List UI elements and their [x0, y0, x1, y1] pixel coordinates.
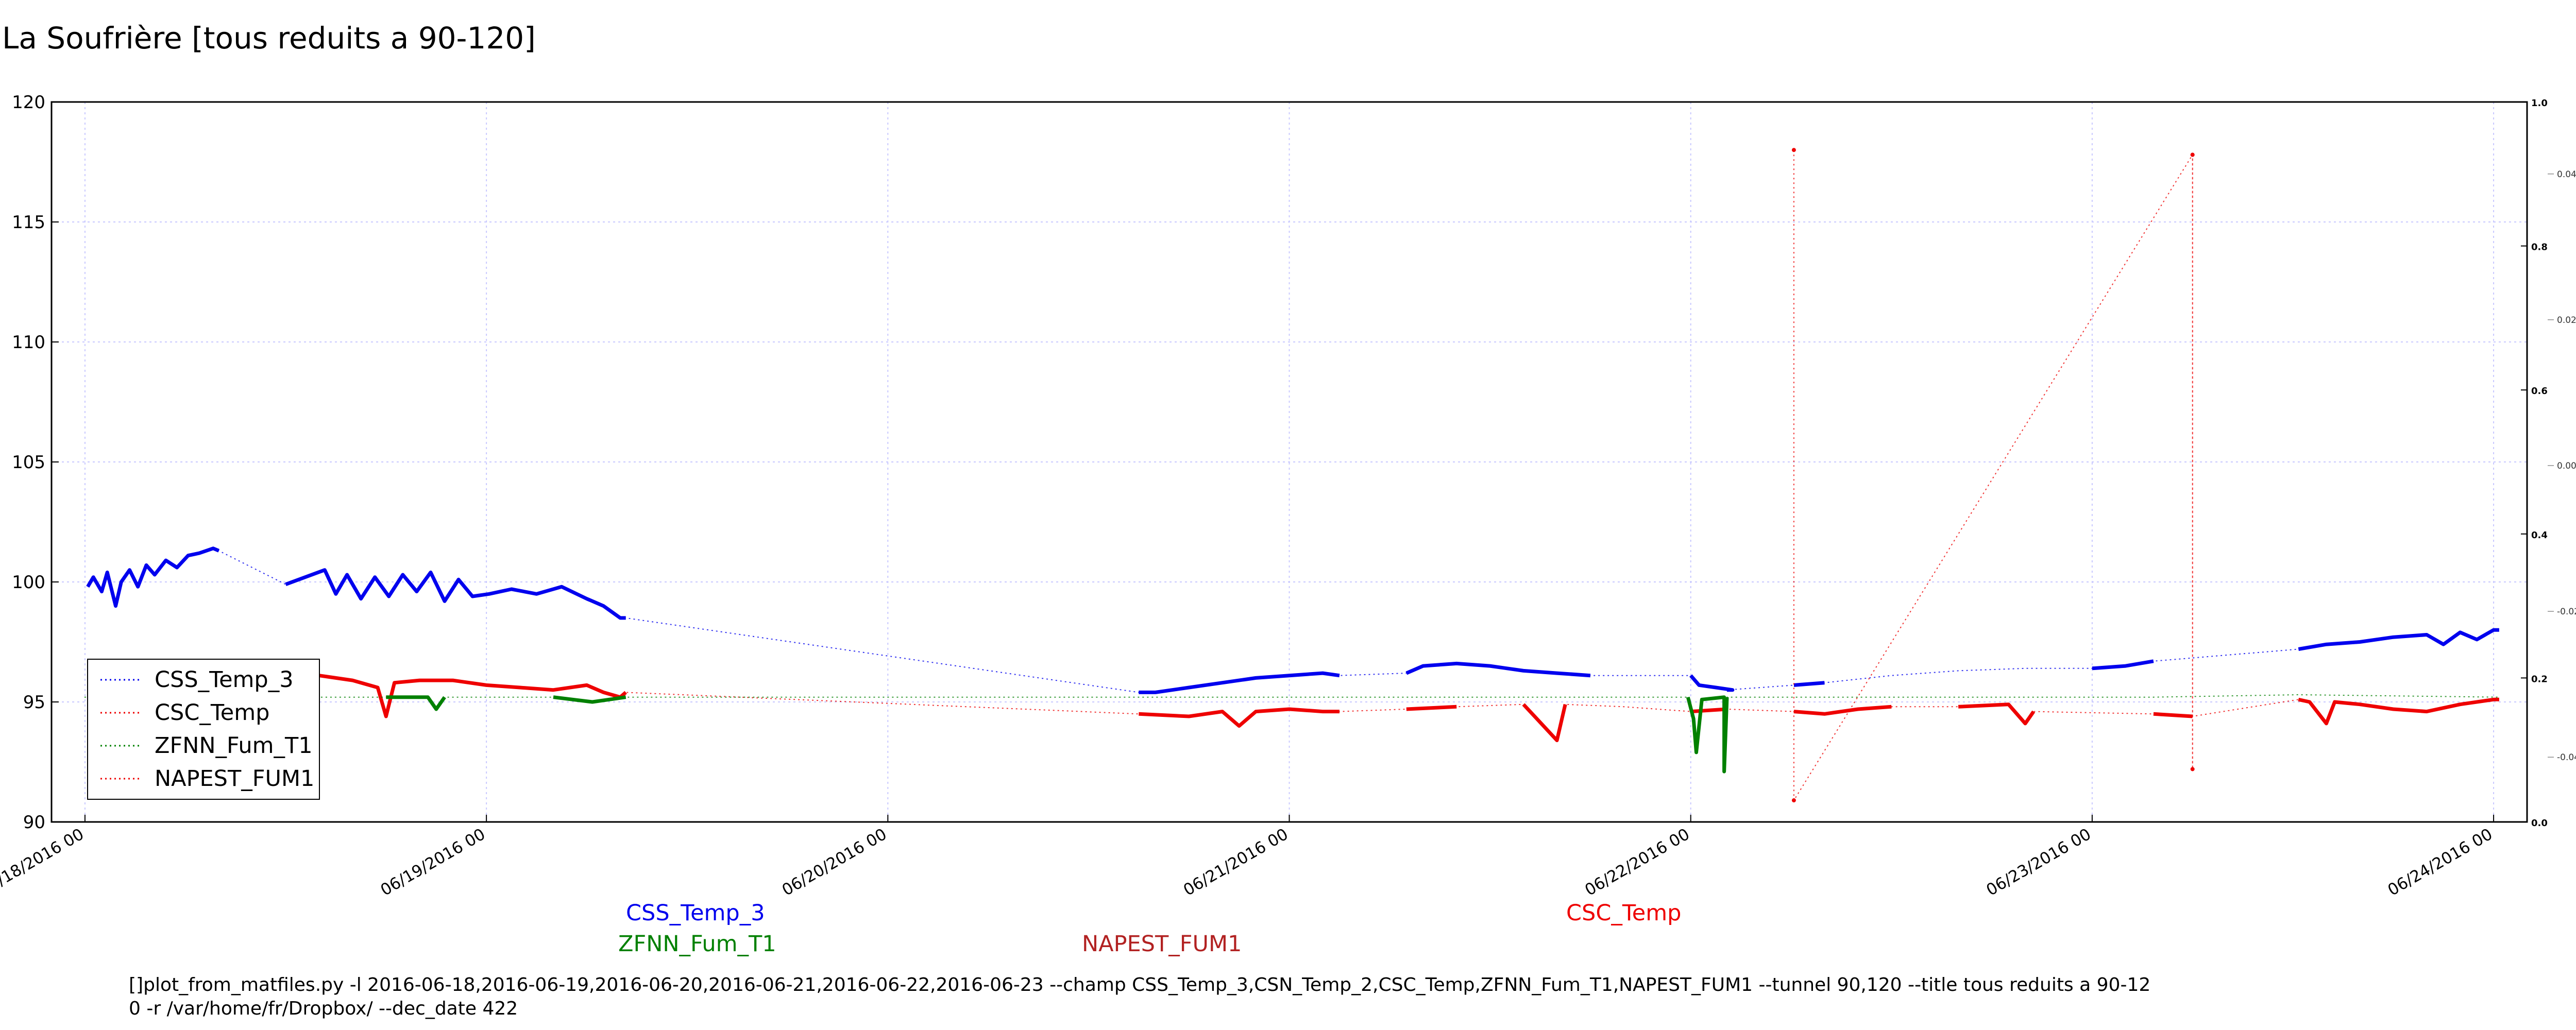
series-line-css_temp_3	[2092, 659, 2154, 671]
series-line-csc_temp	[1522, 703, 1567, 743]
x-tick-label: 06/23/2016 00	[1983, 825, 2094, 900]
series-line-css_temp_3	[1139, 671, 1340, 694]
y2-tick-label: 0.8	[2531, 242, 2548, 253]
y-tick-label: 115	[12, 212, 45, 233]
label-zfnn-fum-t1: ZFNN_Fum_T1	[618, 931, 776, 957]
series-line-csc_temp	[1690, 707, 1727, 714]
x-axis: 06/18/2016 00 06/19/2016 00 06/20/2016 00 0…	[0, 815, 2496, 900]
series-lines	[84, 148, 2499, 803]
x-tick-label: 06/18/2016 00	[0, 825, 87, 900]
series-connector-css_temp_3	[87, 547, 2499, 693]
series-line-csc_temp	[2153, 712, 2193, 718]
y2-inner-tick-label: 0.00	[2557, 461, 2576, 471]
y-tick-label: 90	[23, 812, 45, 833]
series-line-css_temp_3	[1793, 681, 1825, 687]
footer-line-2: 0 -r /var/home/fr/Dropbox/ --dec_date 42…	[129, 998, 518, 1019]
legend-label: NAPEST_FUM1	[155, 766, 314, 792]
y2-tick-label: 0.4	[2531, 530, 2548, 541]
legend-label: CSS_Temp_3	[155, 667, 294, 693]
footer-line-1: []plot_from_matfiles.py -l 2016-06-18,20…	[129, 974, 2151, 995]
chart-title: La Soufrière [tous reduits a 90-120]	[2, 21, 536, 56]
chart-area: 90 95 100 105 110 115 120 06/18/2016 00 06/19/2…	[0, 92, 2576, 900]
legend-label: ZFNN_Fum_T1	[155, 733, 313, 759]
x-tick-label: 06/20/2016 00	[779, 825, 890, 900]
y2-tick-label: 0.6	[2531, 386, 2548, 397]
label-napest-fum1: NAPEST_FUM1	[1082, 931, 1242, 957]
series-line-csc_temp	[1958, 702, 2036, 726]
x-tick-label: 06/22/2016 00	[1582, 825, 1692, 900]
secondary-axes: 0.0 0.2 0.4 0.6 0.8 1.0 -0.04 -0.02 0.00 0.02 0.04	[2521, 98, 2576, 829]
y2-tick-label: 0.2	[2531, 674, 2548, 684]
series-line-csc_temp	[1139, 707, 1340, 728]
legend: CSS_Temp_3 CSC_Temp ZFNN_Fum_T1 NAPEST_FUM1	[87, 659, 320, 800]
x-tick-label: 06/21/2016 00	[1180, 825, 1291, 900]
y2-inner-tick-label: 0.02	[2557, 315, 2576, 325]
legend-box	[87, 659, 320, 800]
napest-point	[2190, 767, 2195, 771]
series-connector-napest_fum1	[1793, 150, 2193, 802]
napest-point	[2190, 152, 2195, 157]
x-tick-label: 06/24/2016 00	[2385, 825, 2496, 900]
series-line-zfnn_fum_t1	[1686, 695, 1729, 774]
series-line-zfnn_fum_t1	[386, 695, 446, 711]
y-tick-label: 105	[12, 452, 45, 473]
series-connector-zfnn_fum_t1	[84, 694, 2499, 772]
y2-tick-label: 0.0	[2531, 818, 2548, 829]
series-line-csc_temp	[1406, 705, 1457, 711]
series-line-csc_temp	[1793, 705, 1892, 716]
y-tick-label: 95	[23, 692, 45, 713]
series-line-css_temp_3	[285, 568, 626, 620]
y-tick-label: 110	[12, 332, 45, 353]
y2-inner-tick-label: 0.04	[2557, 169, 2576, 180]
y-tick-label: 120	[12, 92, 45, 113]
napest-point	[1791, 798, 1796, 803]
series-line-csc_temp	[2298, 697, 2499, 726]
y2-inner-tick-label: -0.02	[2557, 607, 2576, 617]
command-line-footer: []plot_from_matfiles.py -l 2016-06-18,20…	[129, 973, 2344, 1021]
series-line-css_temp_3	[1405, 661, 1591, 678]
series-line-css_temp_3	[1689, 674, 1735, 692]
label-csc-temp: CSC_Temp	[1566, 900, 1682, 926]
label-css-temp-3: CSS_Temp_3	[626, 900, 765, 926]
series-line-css_temp_3	[2298, 628, 2499, 651]
x-tick-label: 06/19/2016 00	[378, 825, 488, 900]
series-line-css_temp_3	[86, 546, 220, 608]
legend-label: CSC_Temp	[155, 700, 269, 726]
y-tick-label: 100	[12, 572, 45, 593]
y2-tick-label: 1.0	[2531, 98, 2548, 109]
series-line-csc_temp	[318, 674, 627, 718]
series-line-zfnn_fum_t1	[553, 695, 626, 704]
y-axis: 90 95 100 105 110 115 120	[12, 92, 59, 833]
napest-point	[1791, 148, 1796, 152]
y2-inner-tick-label: -0.04	[2557, 752, 2576, 763]
